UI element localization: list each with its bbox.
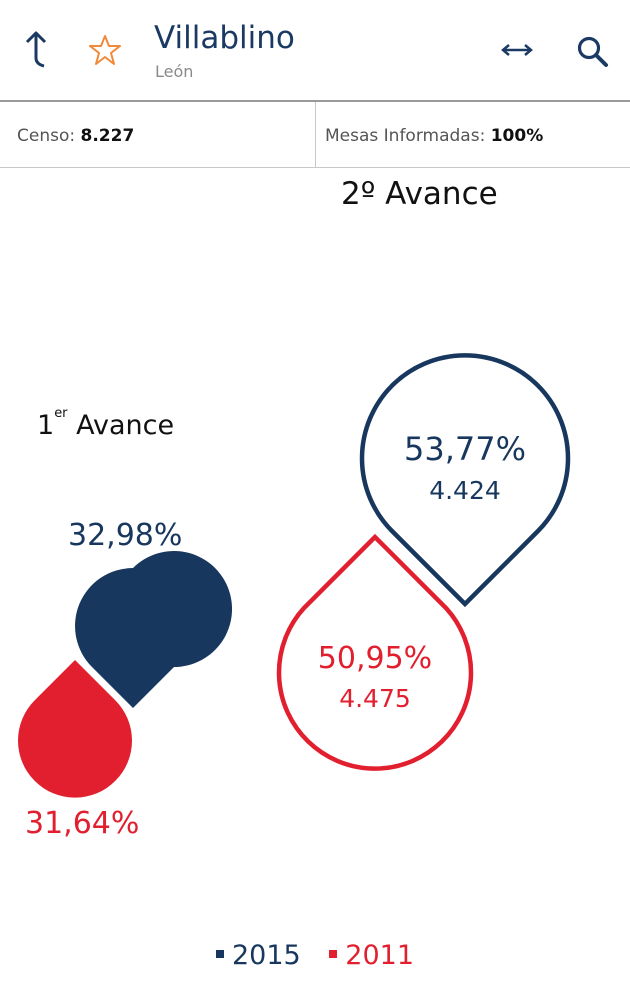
avance-1-title: 1er Avance xyxy=(37,406,175,441)
avance2-2011-drop xyxy=(276,533,474,771)
censo-label: Censo: xyxy=(17,126,76,146)
avance1-2015-drop xyxy=(75,551,233,708)
avance2-2015-count: 4.424 xyxy=(429,476,501,505)
legend-swatch-2015 xyxy=(215,949,224,958)
censo-value: 8.227 xyxy=(80,126,135,146)
legend-swatch-2011 xyxy=(329,949,338,958)
legend-label-2011: 2011 xyxy=(345,940,415,971)
mesas-stat: Mesas Informadas: 100% xyxy=(325,102,543,167)
avance2-2011-pct: 50,95% xyxy=(317,641,433,676)
avance-1-superscript: er xyxy=(54,406,68,421)
page-title: Villablino xyxy=(154,20,295,56)
app-header: Villablino León xyxy=(0,0,630,102)
avance2-2015-drop xyxy=(359,353,571,608)
avance2-2015-pct: 53,77% xyxy=(403,430,526,468)
avance-2-title: 2º Avance xyxy=(341,176,498,212)
stats-bar: Censo: 8.227 Mesas Informadas: 100% xyxy=(0,102,630,168)
censo-stat: Censo: 8.227 xyxy=(17,102,134,167)
page-subtitle: León xyxy=(155,62,194,81)
avance2-2011-count: 4.475 xyxy=(339,684,411,713)
mesas-value: 100% xyxy=(490,126,544,146)
back-arrow-icon[interactable] xyxy=(22,30,52,68)
chart-legend: 2015 2011 xyxy=(0,940,630,971)
legend-item-2011: 2011 xyxy=(329,940,414,971)
avance1-2011-drop xyxy=(15,655,135,801)
avance1-2011-pct: 31,64% xyxy=(25,806,140,841)
stats-divider xyxy=(315,102,316,167)
legend-label-2015: 2015 xyxy=(231,940,301,971)
search-icon[interactable] xyxy=(576,35,610,69)
mesas-label: Mesas Informadas: xyxy=(325,126,486,146)
expand-arrows-icon[interactable] xyxy=(500,40,534,60)
legend-item-2015: 2015 xyxy=(215,940,301,971)
avance1-2015-pct: 32,98% xyxy=(68,518,183,553)
star-icon[interactable] xyxy=(89,34,121,66)
